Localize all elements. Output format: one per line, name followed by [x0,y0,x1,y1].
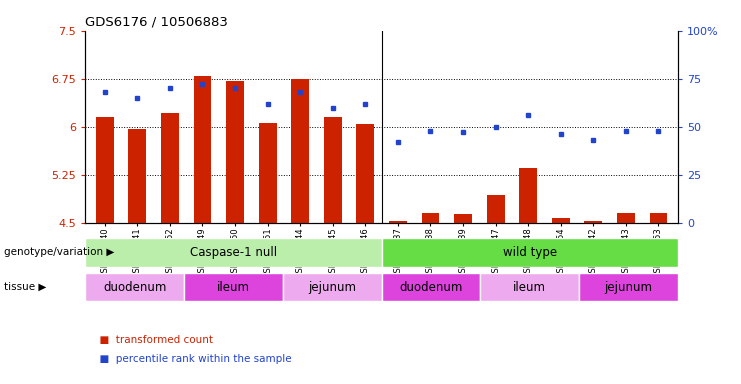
Text: duodenum: duodenum [399,281,462,293]
Bar [487,195,505,223]
Text: Caspase-1 null: Caspase-1 null [190,246,277,259]
Bar [382,238,678,267]
Bar [193,76,211,223]
Text: jejunum: jejunum [308,281,356,293]
Bar [650,213,668,223]
Bar [480,273,579,301]
Bar [259,123,276,223]
Text: jejunum: jejunum [605,281,653,293]
Bar [184,273,283,301]
Bar [552,218,570,223]
Bar [226,81,244,223]
Bar [291,79,309,223]
Text: ■  percentile rank within the sample: ■ percentile rank within the sample [93,354,291,364]
Text: genotype/variation ▶: genotype/variation ▶ [4,247,114,258]
Text: tissue ▶: tissue ▶ [4,282,46,292]
Text: ileum: ileum [514,281,546,293]
Bar [422,213,439,223]
Text: ileum: ileum [217,281,250,293]
Bar [454,214,472,223]
Bar [96,117,113,223]
Bar [389,222,407,223]
Bar [617,213,635,223]
Text: duodenum: duodenum [103,281,166,293]
Bar [85,238,382,267]
Text: ■  transformed count: ■ transformed count [93,335,213,345]
Text: GDS6176 / 10506883: GDS6176 / 10506883 [85,15,228,28]
Bar [356,124,374,223]
Bar [161,113,179,223]
Bar [519,168,537,223]
Bar [585,222,602,223]
Bar [128,129,146,223]
Bar [382,273,480,301]
Bar [283,273,382,301]
Bar [324,117,342,223]
Bar [579,273,678,301]
Text: wild type: wild type [502,246,557,259]
Bar [85,273,184,301]
